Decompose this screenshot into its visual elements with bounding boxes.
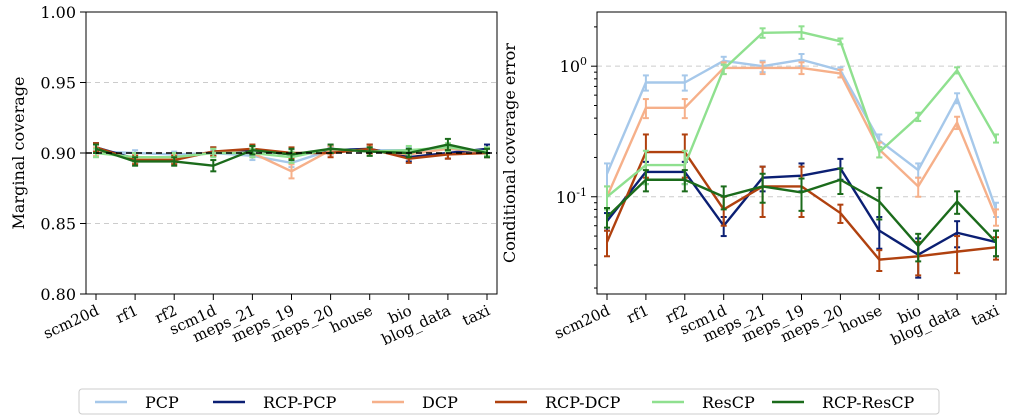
y-tick-label: 100 [560,55,587,76]
error-bar [837,203,844,224]
error-bar [210,159,217,173]
error-bar [720,63,727,76]
y-tick-label: 10-1 [556,186,587,207]
error-bar [915,176,922,198]
y-axis-label: Conditional coverage error [500,43,519,263]
error-bar [837,68,844,79]
y-axis-label: Marginal coverage [9,77,28,230]
x-axis: scm20d rf1 rf2scm1dmeps_21meps_19meps_20ho… [552,294,1002,349]
error-bar [837,167,844,195]
y-tick-label: 0.95 [40,74,76,93]
error-bar [954,115,961,131]
y-tick-base: 10 [560,57,580,76]
error-bar [288,163,295,180]
y-axis: 0.80 0.85 0.90 0.95 1.00 [40,3,86,304]
y-tick-label: 0.85 [40,215,76,234]
error-bar [993,133,999,144]
error-bar [798,61,805,76]
error-bar [210,147,217,159]
legend-label: DCP [422,393,458,412]
y-tick-label: 0.80 [40,285,76,304]
error-bar [759,172,766,204]
error-bar [876,146,883,159]
legend-item-rcp-rescp: RCP-ResCP [772,393,915,412]
y-tick-base: 10 [556,188,576,207]
y-tick-label: 1.00 [40,3,76,22]
error-bar [720,185,727,211]
error-bar [759,27,766,39]
legend: PCP RCP-PCP DCP RCP-DCP ResCP RCP-ResCP [78,388,940,415]
legend-label: PCP [145,393,179,412]
x-tick-label: rf1 [624,301,652,327]
error-bar [954,92,961,105]
x-tick-label: house [327,301,375,336]
x-tick-label: house [837,301,885,336]
x-tick-label: taxi [968,301,1001,329]
error-bar [798,177,805,212]
error-bar [444,137,451,152]
legend-label: RCP-ResCP [822,393,915,412]
y-tick-exponent: -1 [576,186,587,199]
legend-label: RCP-DCP [545,393,621,412]
error-bar [915,232,922,263]
legend-label: ResCP [702,393,755,412]
error-bar [993,229,999,258]
series-rcp-rescp [93,137,490,173]
error-bar [954,235,961,275]
legend-item-rescp: ResCP [652,393,755,412]
error-bar [642,169,649,193]
marginal-coverage-panel: 0.80 0.85 0.90 0.95 1.00 Marginal coverage scm… [9,3,498,349]
x-tick-label: taxi [459,301,492,329]
error-bar [759,61,766,76]
error-bar [837,37,844,46]
error-bar [876,186,883,221]
error-bar [249,144,256,156]
error-bar [288,147,295,162]
error-bar [642,74,649,92]
error-bar [681,98,688,120]
x-tick-label: rf1 [113,301,141,327]
series-dcp [604,61,999,227]
series-rcp-rescp [604,167,999,263]
error-bar [915,111,922,123]
x-tick-label: scm20d [41,301,102,342]
x-tick-label: scm20d [552,301,613,342]
error-bar [798,25,805,40]
error-bar [604,207,610,229]
legend-item-rcp-dcp: RCP-DCP [495,393,621,412]
error-bar [993,208,999,227]
y-tick-label: 0.90 [40,144,76,163]
error-bar [954,190,961,215]
legend-item-rcp-pcp: RCP-PCP [213,393,337,412]
error-bar [681,169,688,193]
legend-label: RCP-PCP [263,393,337,412]
x-axis: scm20d rf1 rf2scm1dmeps_21meps_19meps_20ho… [41,294,493,349]
error-bar [604,229,610,258]
error-bar [876,249,883,273]
error-bar [681,74,688,92]
y-tick-exponent: 0 [580,55,587,68]
error-bar [954,66,961,75]
error-bar [132,156,139,167]
error-bar [642,98,649,120]
error-bar [171,156,178,167]
legend-item-pcp: PCP [95,393,179,412]
legend-item-dcp: DCP [372,393,458,412]
error-bar [366,146,373,157]
